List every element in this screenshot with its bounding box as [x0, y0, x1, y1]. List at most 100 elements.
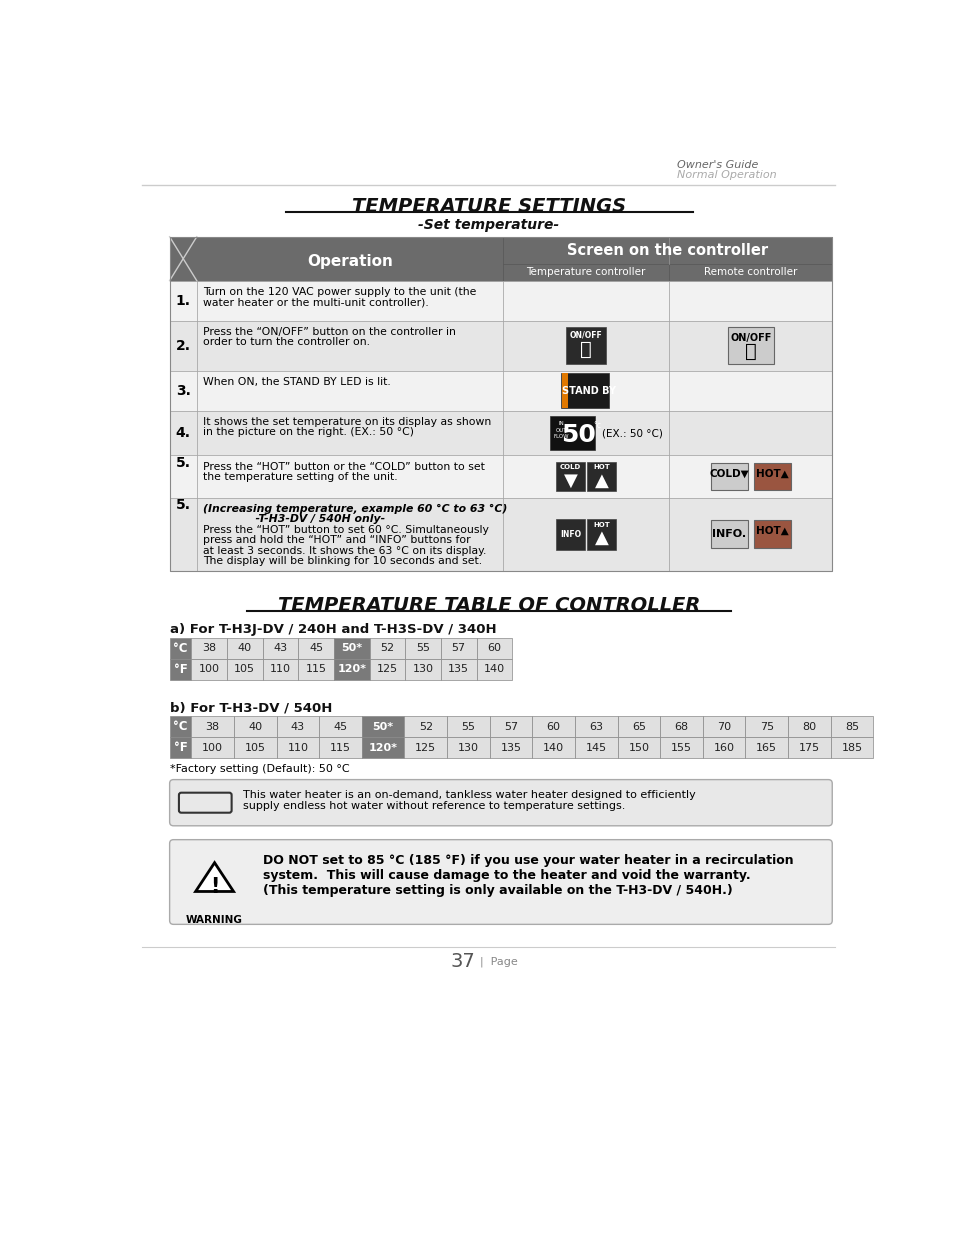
- Text: ON/OFF: ON/OFF: [729, 333, 771, 343]
- Text: 57: 57: [451, 643, 465, 653]
- Text: INFO: INFO: [559, 530, 580, 538]
- Bar: [669, 321, 831, 370]
- Text: 110: 110: [270, 664, 291, 674]
- Bar: [170, 280, 196, 321]
- Bar: [669, 280, 831, 321]
- Bar: [192, 737, 233, 758]
- Bar: [196, 280, 502, 321]
- Bar: [489, 716, 532, 737]
- Text: 45: 45: [334, 721, 347, 732]
- Text: 165: 165: [756, 742, 777, 752]
- Text: ⏻: ⏻: [579, 340, 592, 359]
- Bar: [710, 520, 747, 548]
- Bar: [170, 737, 192, 758]
- Text: Owner's Guide: Owner's Guide: [677, 159, 758, 169]
- Bar: [447, 716, 489, 737]
- Bar: [669, 264, 831, 280]
- Bar: [502, 370, 669, 411]
- Text: 60: 60: [487, 643, 501, 653]
- Text: 135: 135: [448, 664, 469, 674]
- Bar: [440, 658, 476, 679]
- Bar: [502, 411, 669, 456]
- Bar: [334, 658, 369, 679]
- Bar: [502, 280, 669, 321]
- Bar: [727, 327, 773, 364]
- Text: order to turn the controller on.: order to turn the controller on.: [203, 337, 370, 347]
- Text: at least 3 seconds. It shows the 63 °C on its display.: at least 3 seconds. It shows the 63 °C o…: [203, 546, 486, 556]
- Text: TEMPERATURE TABLE OF CONTROLLER: TEMPERATURE TABLE OF CONTROLLER: [277, 595, 700, 615]
- Bar: [319, 737, 361, 758]
- Text: 52: 52: [418, 721, 433, 732]
- Text: °F: °F: [173, 741, 187, 755]
- Bar: [669, 370, 831, 411]
- Bar: [565, 327, 606, 364]
- Bar: [170, 658, 192, 679]
- Text: 130: 130: [457, 742, 478, 752]
- Text: Turn on the 120 VAC power supply to the unit (the: Turn on the 120 VAC power supply to the …: [203, 287, 476, 296]
- Bar: [532, 716, 575, 737]
- Text: 115: 115: [330, 742, 351, 752]
- Text: 38: 38: [202, 643, 216, 653]
- Bar: [659, 737, 702, 758]
- Text: HOT: HOT: [593, 463, 609, 469]
- Bar: [560, 373, 609, 409]
- Bar: [561, 373, 568, 409]
- Bar: [532, 737, 575, 758]
- Bar: [502, 456, 669, 498]
- Bar: [196, 321, 502, 370]
- Text: the temperature setting of the unit.: the temperature setting of the unit.: [203, 472, 397, 482]
- Text: 57: 57: [503, 721, 517, 732]
- Text: 140: 140: [542, 742, 563, 752]
- Bar: [502, 498, 669, 571]
- Text: 125: 125: [376, 664, 397, 674]
- Text: 100: 100: [198, 664, 219, 674]
- Text: 100: 100: [202, 742, 223, 752]
- Text: ▲: ▲: [594, 472, 608, 489]
- Text: !: !: [210, 877, 219, 898]
- Text: 40: 40: [248, 721, 262, 732]
- Bar: [170, 237, 502, 280]
- Bar: [170, 321, 196, 370]
- Text: Press the “ON/OFF” button on the controller in: Press the “ON/OFF” button on the control…: [203, 327, 456, 337]
- Bar: [233, 737, 276, 758]
- Bar: [196, 370, 502, 411]
- Bar: [586, 519, 616, 550]
- Text: water heater or the multi-unit controller).: water heater or the multi-unit controlle…: [203, 298, 428, 308]
- Text: |  Page: | Page: [479, 956, 517, 967]
- Bar: [476, 638, 512, 658]
- Text: 160: 160: [713, 742, 734, 752]
- Bar: [192, 716, 233, 737]
- Bar: [369, 658, 405, 679]
- Bar: [170, 237, 831, 571]
- Text: ON/OFF: ON/OFF: [569, 331, 602, 340]
- Text: (This temperature setting is only available on the T-H3-DV / 540H.): (This temperature setting is only availa…: [262, 884, 732, 898]
- Text: 105: 105: [234, 664, 255, 674]
- Bar: [753, 463, 790, 490]
- Text: press and hold the “HOT” and “INFO” buttons for: press and hold the “HOT” and “INFO” butt…: [203, 535, 470, 545]
- FancyBboxPatch shape: [170, 840, 831, 924]
- Bar: [669, 456, 831, 498]
- Bar: [659, 716, 702, 737]
- Text: 60: 60: [546, 721, 560, 732]
- Text: 63: 63: [589, 721, 602, 732]
- Text: 145: 145: [585, 742, 606, 752]
- Bar: [276, 737, 319, 758]
- Bar: [549, 416, 594, 450]
- Bar: [753, 520, 790, 548]
- Text: 55: 55: [416, 643, 430, 653]
- Text: This water heater is an on-demand, tankless water heater designed to efficiently: This water heater is an on-demand, tankl…: [243, 790, 696, 800]
- Text: HOT▲: HOT▲: [756, 526, 788, 536]
- Text: 45: 45: [309, 643, 323, 653]
- Text: 70: 70: [717, 721, 730, 732]
- Bar: [830, 737, 872, 758]
- Bar: [787, 716, 830, 737]
- Bar: [361, 737, 404, 758]
- Bar: [276, 716, 319, 737]
- Bar: [196, 456, 502, 498]
- Bar: [170, 638, 192, 658]
- Text: 2.: 2.: [175, 338, 191, 353]
- Text: 155: 155: [670, 742, 691, 752]
- Bar: [617, 716, 659, 737]
- Text: 65: 65: [631, 721, 645, 732]
- Bar: [447, 737, 489, 758]
